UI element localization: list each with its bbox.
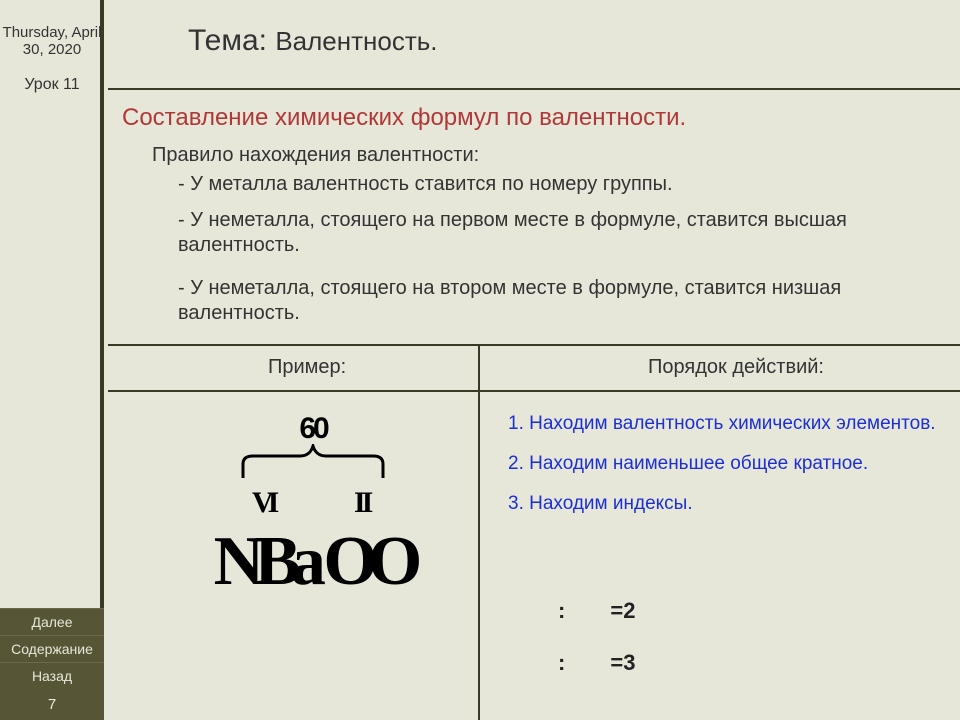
rule-1: - У металла валентность ставится по номе… — [178, 172, 918, 197]
rule-3: - У неметалла, стоящего на втором месте … — [178, 276, 918, 326]
back-button[interactable]: Назад — [0, 662, 104, 689]
next-button[interactable]: Далее — [0, 608, 104, 635]
lcm-number: 60 — [168, 412, 458, 446]
subtitle: Составление химических формул по валентн… — [122, 104, 686, 132]
divider-mid — [108, 344, 960, 346]
calc-1-right: = 2 — [571, 598, 671, 624]
valency-right: II — [354, 486, 369, 520]
example-block: 60 VI II NBa OO — [168, 400, 458, 700]
step-3: 3. Находим индексы. — [508, 492, 938, 516]
valency-left: VI — [252, 486, 273, 520]
step-1: 1. Находим валентность химических элемен… — [508, 412, 938, 436]
date-label: Thursday, April 30, 2020 — [0, 24, 104, 59]
chemical-formula: NBa OO — [168, 522, 458, 602]
step-2: 2. Находим наименьшее общее кратное. — [508, 452, 938, 476]
content-area: Тема: Валентность. Составление химически… — [108, 0, 960, 720]
divider-top — [108, 88, 960, 90]
calc-2-right: = 3 — [571, 650, 671, 676]
calc-row-2: : = 3 — [558, 650, 671, 676]
topic-label: Тема: — [188, 24, 267, 57]
col-header-steps: Порядок действий: — [648, 356, 824, 379]
calc-1-left: : — [558, 598, 565, 623]
vertical-divider — [478, 344, 480, 720]
lesson-label: Урок 11 — [0, 76, 104, 94]
bracket-icon — [238, 444, 388, 480]
steps-block: 1. Находим валентность химических элемен… — [508, 412, 938, 531]
page-number: 7 — [0, 689, 104, 720]
col-header-example: Пример: — [268, 356, 346, 379]
topic-heading: Тема: Валентность. — [188, 24, 438, 58]
nav-panel: Далее Содержание Назад 7 — [0, 608, 104, 720]
divider-header — [108, 390, 960, 392]
toc-button[interactable]: Содержание — [0, 635, 104, 662]
sidebar: Thursday, April 30, 2020 Урок 11 Далее С… — [0, 0, 104, 720]
topic-value: Валентность. — [275, 26, 437, 56]
rule-2: - У неметалла, стоящего на первом месте … — [178, 208, 918, 258]
calc-2-left: : — [558, 650, 565, 675]
rules-label: Правило нахождения валентности: — [152, 144, 479, 167]
calc-row-1: : = 2 — [558, 598, 671, 624]
